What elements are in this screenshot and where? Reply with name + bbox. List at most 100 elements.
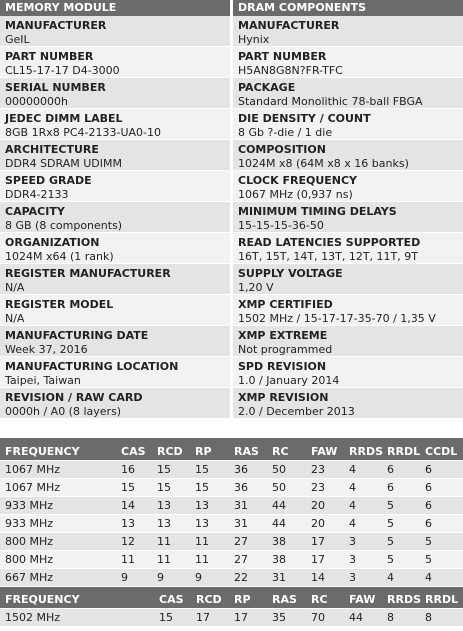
spec-label: READ LATENCIES SUPPORTED: [238, 236, 421, 249]
timing-cell: 8: [425, 611, 432, 624]
timing-header-row: FREQUENCY CAS RCD RP RAS RC FAW RRDS RRDL CCDL: [0, 443, 463, 461]
dram-components-header: DRAM COMPONENTS: [233, 0, 463, 16]
spec-field: MANUFACTURING LOCATION Taipei, Taiwan: [0, 357, 230, 388]
spec-value: 15-15-15-36-50: [238, 219, 324, 232]
timing-cell: 15: [195, 463, 209, 476]
timing-cell: 6: [425, 463, 432, 476]
timing-cell: 5: [387, 499, 394, 512]
timing-cell: 13: [157, 499, 171, 512]
timing-cell: 933 MHz: [5, 517, 54, 530]
spec-value: Standard Monolithic 78-ball FBGA: [238, 95, 423, 108]
spec-value: 1502 MHz / 15-17-17-35-70 / 1,35 V: [238, 312, 436, 325]
timing-row: 1067 MHz 15 15 15 36 50 23 4 6 6: [0, 479, 463, 497]
timing-cell: 9: [157, 571, 164, 584]
spec-label: PART NUMBER: [5, 50, 94, 63]
timing-cell: 44: [272, 499, 286, 512]
column-header: FAW: [311, 445, 338, 458]
timing-cell: 4: [349, 517, 356, 530]
spec-label: SPD REVISION: [238, 360, 327, 373]
timing-cell: 20: [311, 499, 325, 512]
spec-field: XMP EXTREME Not programmed: [233, 326, 463, 357]
spec-label: MINIMUM TIMING DELAYS: [238, 205, 397, 218]
section-divider: [0, 587, 463, 591]
column-header: RP: [234, 593, 251, 606]
timing-cell: 3: [349, 553, 356, 566]
timing-cell: 11: [157, 553, 171, 566]
spec-field: SERIAL NUMBER 00000000h: [0, 78, 230, 109]
timing-cell: 11: [195, 553, 209, 566]
spec-field: XMP REVISION 2.0 / December 2013: [233, 388, 463, 419]
timing-cell: 13: [195, 517, 209, 530]
spec-label: SUPPLY VOLTAGE: [238, 267, 343, 280]
spec-value: 8GB 1Rx8 PC4-2133-UA0-10: [5, 126, 161, 139]
timing-cell: 15: [121, 481, 135, 494]
column-header: RC: [311, 593, 328, 606]
spec-value: DDR4-2133: [5, 188, 69, 201]
column-header: FREQUENCY: [5, 445, 80, 458]
timing-cell: 6: [387, 481, 394, 494]
timing-cell: 17: [311, 553, 325, 566]
spec-value: GeIL: [5, 33, 30, 46]
spec-field: PACKAGE Standard Monolithic 78-ball FBGA: [233, 78, 463, 109]
spec-label: COMPOSITION: [238, 143, 326, 156]
column-header: RRDS: [349, 445, 383, 458]
spec-field: SUPPLY VOLTAGE 1,20 V: [233, 264, 463, 295]
timing-cell: 12: [121, 535, 135, 548]
column-header: RAS: [234, 445, 259, 458]
spec-value: N/A: [5, 281, 25, 294]
timing-cell: 27: [234, 535, 248, 548]
column-header: RCD: [157, 445, 183, 458]
spec-field: CAPACITY 8 GB (8 components): [0, 202, 230, 233]
spec-value: 1.0 / January 2014: [238, 374, 340, 387]
spec-value: Not programmed: [238, 343, 333, 356]
timing-header-row: FREQUENCY CAS RCD RP RAS RC FAW RRDS RRDL: [0, 591, 463, 609]
timing-cell: 50: [272, 481, 286, 494]
spec-label: JEDEC DIMM LABEL: [5, 112, 123, 125]
spec-field: SPD REVISION 1.0 / January 2014: [233, 357, 463, 388]
timing-cell: 4: [387, 571, 394, 584]
timing-cell: 1502 MHz: [5, 611, 61, 624]
timing-cell: 31: [234, 517, 248, 530]
timing-cell: 36: [234, 481, 248, 494]
timing-cell: 15: [157, 481, 171, 494]
spec-value: 16T, 15T, 14T, 13T, 12T, 11T, 9T: [238, 250, 418, 263]
timing-cell: 4: [425, 571, 432, 584]
column-header: CAS: [121, 445, 146, 458]
timing-cell: 15: [159, 611, 173, 624]
spec-label: SERIAL NUMBER: [5, 81, 106, 94]
spec-value: Taipei, Taiwan: [5, 374, 81, 387]
timing-cell: 31: [272, 571, 286, 584]
timing-cell: 50: [272, 463, 286, 476]
timing-cell: 16: [121, 463, 135, 476]
jedec-timing-table: FREQUENCY CAS RCD RP RAS RC FAW RRDS RRDL CCDL 106…: [0, 443, 463, 587]
timing-cell: 4: [349, 463, 356, 476]
spec-field: ARCHITECTURE DDR4 SDRAM UDIMM: [0, 140, 230, 171]
timing-cell: 5: [425, 553, 432, 566]
spec-value: H5AN8G8N?FR-TFC: [238, 64, 343, 77]
timing-cell: 31: [234, 499, 248, 512]
spec-label: PART NUMBER: [238, 50, 327, 63]
spec-label: REGISTER MANUFACTURER: [5, 267, 171, 280]
column-header: RRDS: [387, 593, 421, 606]
spec-label: MANUFACTURER: [5, 19, 107, 32]
timing-row: 1067 MHz 16 15 15 36 50 23 4 6 6: [0, 461, 463, 479]
column-header: FREQUENCY: [5, 593, 80, 606]
spec-field: READ LATENCIES SUPPORTED 16T, 15T, 14T, 1…: [233, 233, 463, 264]
timing-cell: 27: [234, 553, 248, 566]
timing-cell: 22: [234, 571, 248, 584]
spec-value: 1024M x64 (1 rank): [5, 250, 114, 263]
dram-components-column: DRAM COMPONENTS MANUFACTURER Hynix PART NU…: [233, 0, 463, 438]
spd-details: MEMORY MODULE MANUFACTURER GeIL PART NUMBE…: [0, 0, 463, 438]
spec-value: 8 Gb ?-die / 1 die: [238, 126, 333, 139]
timing-cell: 4: [349, 481, 356, 494]
column-header: RCD: [196, 593, 222, 606]
spec-field: REGISTER MANUFACTURER N/A: [0, 264, 230, 295]
timing-row: 933 MHz 14 13 13 31 44 20 4 5 6: [0, 497, 463, 515]
timing-cell: 1067 MHz: [5, 463, 61, 476]
spec-field: PART NUMBER CL15-17-17 D4-3000: [0, 47, 230, 78]
spec-field: REVISION / RAW CARD 0000h / A0 (8 layers): [0, 388, 230, 419]
timing-cell: 13: [195, 499, 209, 512]
spec-value: 1024M x8 (64M x8 x 16 banks): [238, 157, 409, 170]
spec-value: CL15-17-17 D4-3000: [5, 64, 120, 77]
spec-value: 0000h / A0 (8 layers): [5, 405, 122, 418]
